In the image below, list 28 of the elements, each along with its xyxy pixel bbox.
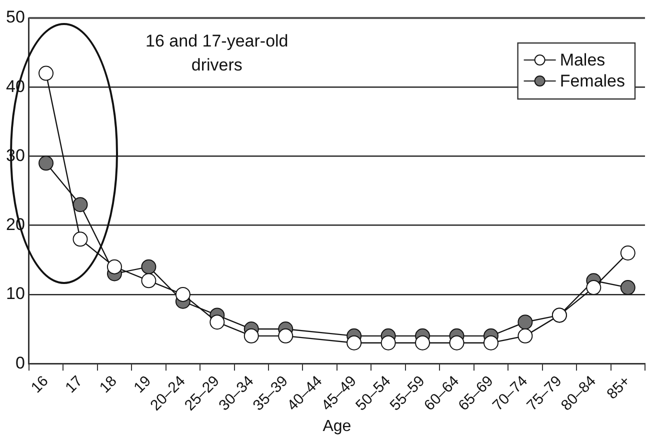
point	[518, 314, 533, 330]
point	[483, 335, 498, 350]
y-tick-label: 10	[6, 284, 25, 304]
x-tick-label: 18	[96, 372, 120, 396]
point	[175, 286, 190, 302]
point	[620, 280, 636, 296]
y-tick-label: 50	[6, 8, 25, 27]
point	[415, 335, 430, 350]
x-tick-label: 16	[28, 372, 52, 396]
legend-label: Males	[560, 50, 606, 70]
x-tick-label: 85+	[604, 372, 634, 403]
point	[72, 197, 88, 212]
point	[38, 156, 54, 171]
point	[346, 335, 362, 350]
legend-label: Females	[560, 72, 625, 91]
point	[278, 328, 294, 344]
point	[141, 259, 156, 274]
point	[244, 328, 259, 344]
point	[380, 335, 396, 350]
x-axis-title: Age	[322, 418, 352, 435]
point	[210, 314, 225, 330]
x-tick-label: 19	[130, 372, 154, 396]
point	[106, 259, 122, 274]
point	[449, 335, 464, 350]
y-tick-label: 0	[15, 353, 25, 372]
annotation: 16 and 17-year-old drivers	[146, 32, 288, 75]
point	[586, 280, 602, 296]
x-tick-label: 17	[62, 372, 86, 396]
